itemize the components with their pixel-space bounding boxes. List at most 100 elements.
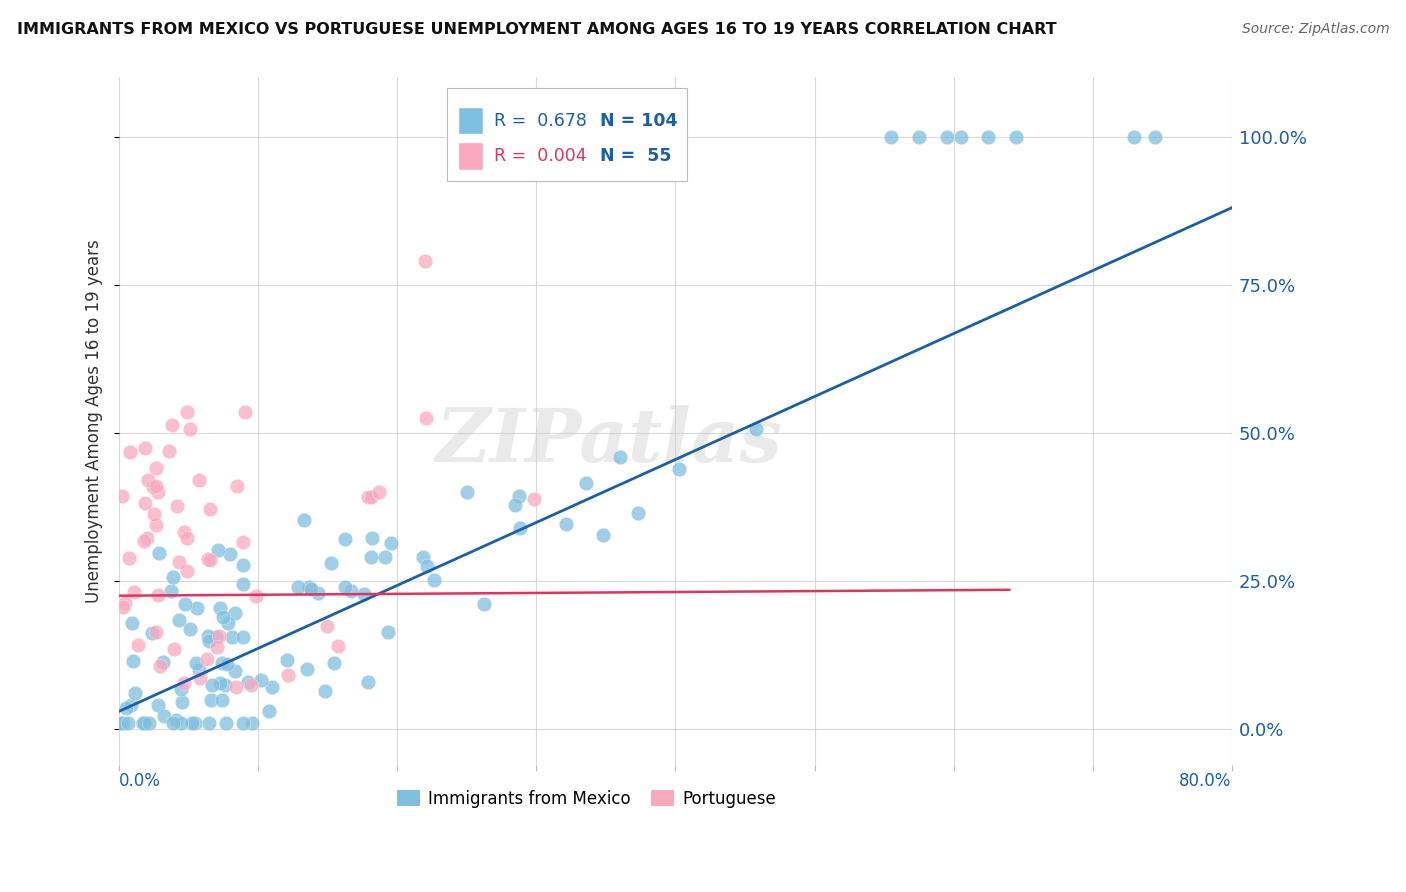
Point — [121, 615, 143, 630]
Point — [176, 531, 198, 545]
Point — [1005, 129, 1028, 144]
Point — [145, 479, 167, 493]
Point — [575, 476, 598, 491]
Point — [134, 496, 156, 510]
Point — [295, 662, 318, 676]
Point — [141, 626, 163, 640]
Text: 80.0%: 80.0% — [1180, 772, 1232, 789]
Point — [163, 641, 186, 656]
Point — [360, 531, 382, 545]
Point — [176, 404, 198, 418]
Point — [200, 501, 222, 516]
Point — [162, 570, 184, 584]
Point — [360, 550, 382, 565]
Point — [132, 716, 155, 731]
Text: IMMIGRANTS FROM MEXICO VS PORTUGUESE UNEMPLOYMENT AMONG AGES 16 TO 19 YEARS CORR: IMMIGRANTS FROM MEXICO VS PORTUGUESE UNE… — [17, 22, 1056, 37]
Point — [146, 484, 169, 499]
Point — [157, 443, 180, 458]
Point — [173, 676, 195, 690]
Point — [257, 704, 280, 718]
Point — [138, 716, 160, 731]
Point — [415, 558, 437, 573]
Point — [170, 716, 193, 731]
Point — [977, 129, 1000, 144]
Point — [322, 656, 344, 670]
Point — [609, 450, 631, 465]
Point — [215, 716, 238, 731]
Point — [167, 613, 190, 627]
Point — [413, 254, 436, 268]
Text: R =  0.004: R = 0.004 — [494, 147, 586, 165]
Point — [172, 695, 194, 709]
FancyBboxPatch shape — [458, 144, 484, 169]
Point — [136, 531, 159, 545]
Point — [374, 550, 396, 565]
FancyBboxPatch shape — [447, 87, 686, 180]
Point — [195, 652, 218, 666]
Point — [908, 129, 931, 144]
Point — [211, 657, 233, 671]
Point — [745, 422, 768, 436]
Point — [121, 653, 143, 667]
Point — [935, 129, 957, 144]
Point — [132, 716, 155, 731]
Point — [340, 584, 363, 599]
Point — [232, 534, 254, 549]
Point — [114, 596, 136, 610]
Point — [292, 513, 315, 527]
Point — [184, 716, 207, 731]
Point — [134, 441, 156, 455]
Point — [523, 492, 546, 507]
Point — [456, 484, 478, 499]
Point — [240, 716, 263, 731]
Point — [124, 686, 146, 700]
Point — [211, 693, 233, 707]
Text: N =  55: N = 55 — [600, 147, 671, 165]
Point — [509, 520, 531, 534]
Point — [627, 506, 650, 520]
Point — [592, 528, 614, 542]
Point — [232, 558, 254, 572]
Point — [145, 624, 167, 639]
Y-axis label: Unemployment Among Ages 16 to 19 years: Unemployment Among Ages 16 to 19 years — [86, 239, 103, 603]
Point — [117, 716, 139, 731]
Text: 0.0%: 0.0% — [120, 772, 162, 789]
Point — [179, 622, 201, 636]
Point — [554, 516, 576, 531]
Point — [232, 716, 254, 731]
Point — [224, 607, 246, 621]
Point — [145, 518, 167, 533]
Point — [335, 532, 357, 546]
Point — [262, 681, 284, 695]
Point — [423, 573, 446, 587]
Legend: Immigrants from Mexico, Portuguese: Immigrants from Mexico, Portuguese — [389, 783, 783, 814]
Point — [949, 129, 972, 144]
Point — [377, 625, 399, 640]
Point — [239, 678, 262, 692]
Point — [207, 543, 229, 558]
Point — [232, 630, 254, 644]
Point — [200, 693, 222, 707]
Point — [287, 580, 309, 594]
Point — [173, 597, 195, 611]
Point — [148, 546, 170, 560]
Point — [321, 556, 343, 570]
Point — [146, 588, 169, 602]
Point — [238, 675, 260, 690]
Text: Source: ZipAtlas.com: Source: ZipAtlas.com — [1241, 22, 1389, 37]
FancyBboxPatch shape — [458, 108, 484, 134]
Point — [214, 678, 236, 692]
Point — [233, 405, 256, 419]
Point — [115, 700, 138, 714]
Point — [503, 499, 526, 513]
Point — [134, 534, 156, 549]
Point — [118, 444, 141, 458]
Point — [201, 678, 224, 692]
Point — [120, 698, 142, 712]
Point — [299, 582, 322, 597]
Text: ZIPatlas: ZIPatlas — [436, 405, 782, 478]
Point — [333, 580, 356, 594]
Point — [186, 600, 208, 615]
Point — [146, 698, 169, 712]
Point — [111, 490, 134, 504]
